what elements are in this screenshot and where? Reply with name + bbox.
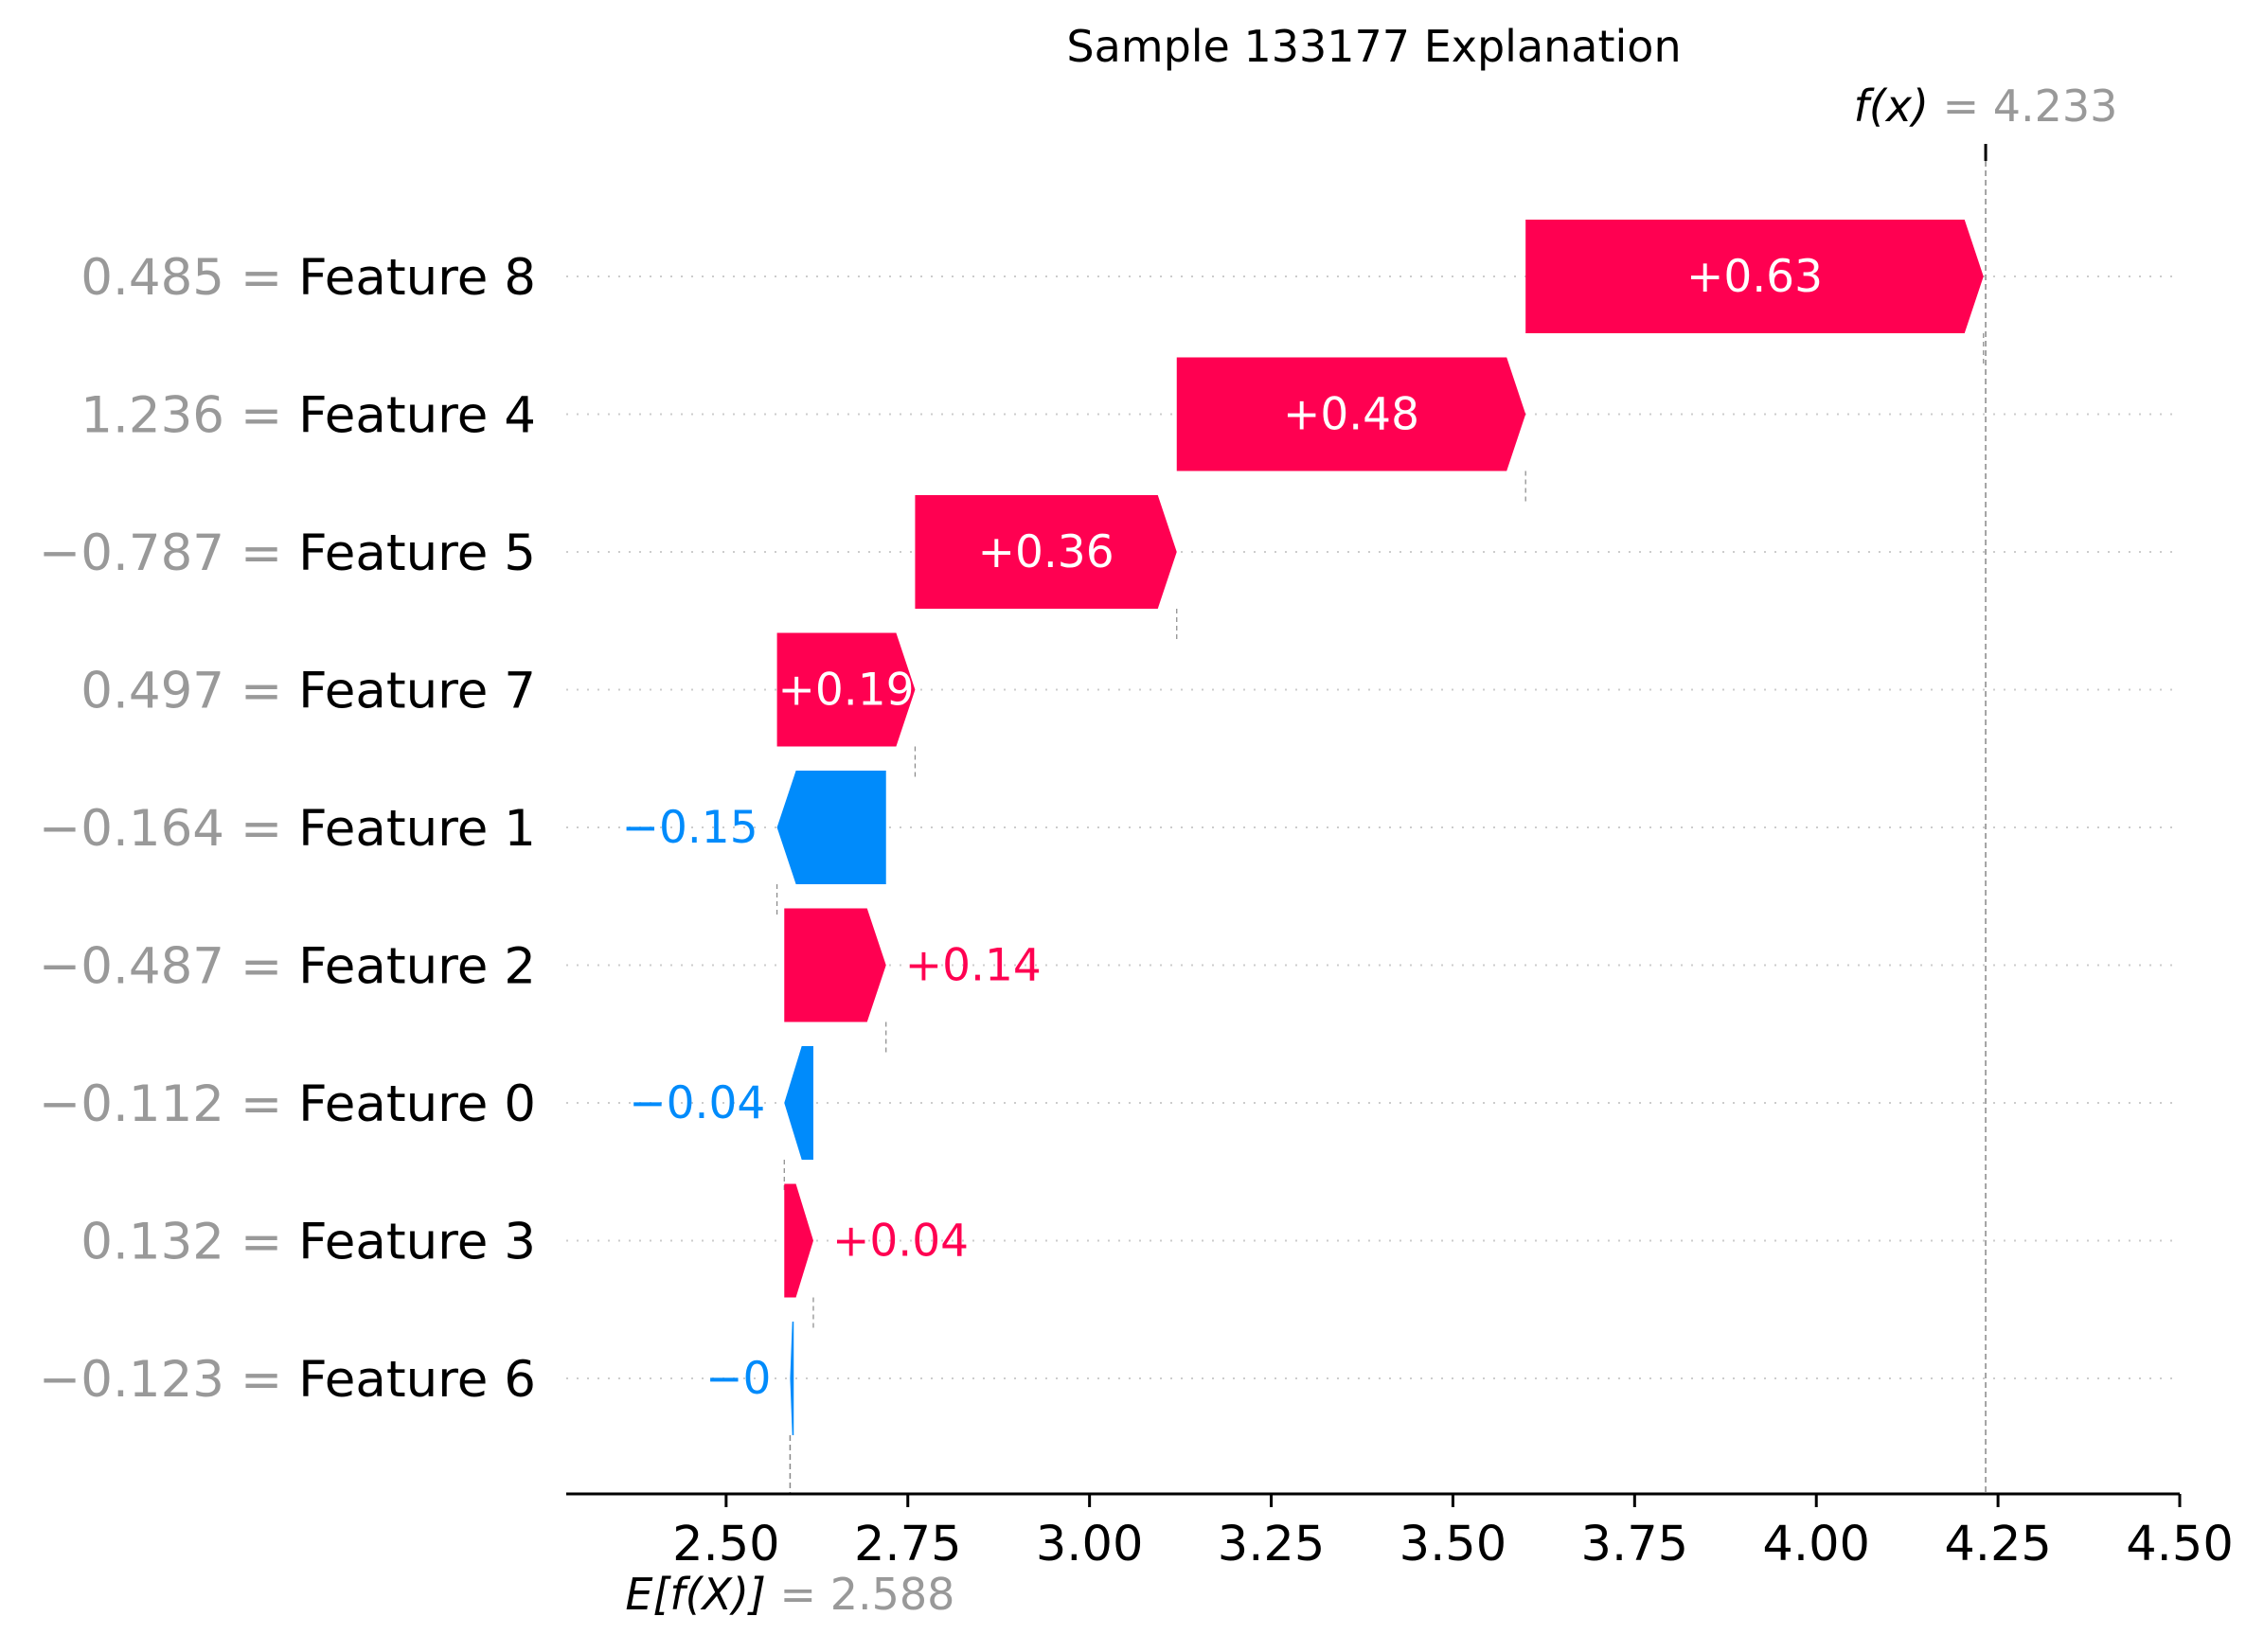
output-value: = 4.233 [1929,80,2117,132]
feature-value: −0.487 = [39,938,298,996]
feature-value: −0.112 = [39,1075,298,1133]
chart-title: Sample 133177 Explanation [1066,21,1681,72]
feature-value: −0.787 = [39,524,298,582]
x-tick-label: 4.00 [1762,1517,1870,1572]
feature-value: 0.497 = [80,663,298,720]
feature-label: 0.497 = Feature 7 [80,663,536,720]
feature-label: −0.164 = Feature 1 [39,800,536,858]
x-tick-label: 2.75 [854,1517,962,1572]
feature-name: Feature 0 [298,1075,536,1133]
x-tick-label: 3.50 [1399,1517,1507,1572]
feature-label: 1.236 = Feature 4 [80,387,536,445]
feature-label: −0.112 = Feature 0 [39,1075,536,1133]
x-tick-label: 3.00 [1036,1517,1144,1572]
feature-label: 0.132 = Feature 3 [80,1214,536,1271]
feature-value: −0.164 = [39,800,298,858]
feature-label: −0.487 = Feature 2 [39,938,536,996]
waterfall-bar [915,495,1177,609]
feature-name: Feature 6 [298,1351,536,1409]
base-expr: E[f(X)] [625,1569,766,1620]
waterfall-bar [776,632,916,747]
x-tick-label: 4.50 [2126,1517,2234,1572]
waterfall-bar [1525,220,1984,333]
feature-label: 0.485 = Feature 8 [80,249,536,307]
bar-value-label: +0.48 [1283,389,1419,441]
feature-name: Feature 7 [298,663,536,720]
bar-value-label: −0.04 [629,1077,765,1129]
x-tick-label: 4.25 [1944,1517,2052,1572]
bar-value-label: +0.04 [832,1216,969,1268]
x-tick-label: 3.75 [1581,1517,1689,1572]
feature-value: 0.485 = [80,249,298,307]
bar-value-label: +0.36 [978,526,1114,578]
output-value-annotation: f(x) = 4.233 [1854,80,2118,132]
bar-value-label: +0.63 [1686,251,1823,303]
bar-value-label: +0.19 [777,665,914,717]
feature-value: 1.236 = [80,387,298,445]
waterfall-bar [784,908,886,1022]
waterfall-bar [1176,357,1526,471]
base-value: = 2.588 [766,1569,954,1620]
waterfall-bar [776,771,886,884]
x-tick-label: 2.50 [672,1517,780,1572]
output-expr: f(x) [1854,80,1929,132]
waterfall-bar [784,1183,813,1298]
bar-value-label: −0 [705,1353,771,1405]
x-tick-label: 3.25 [1218,1517,1326,1572]
feature-name: Feature 4 [298,387,536,445]
feature-name: Feature 5 [298,524,536,582]
feature-name: Feature 2 [298,938,536,996]
waterfall-bar [784,1046,813,1160]
feature-name: Feature 8 [298,249,536,307]
bar-value-label: −0.15 [622,802,758,854]
feature-label: −0.787 = Feature 5 [39,524,536,582]
feature-value: 0.132 = [80,1214,298,1271]
feature-label: −0.123 = Feature 6 [39,1351,536,1409]
base-value-annotation: E[f(X)] = 2.588 [625,1569,954,1620]
feature-name: Feature 1 [298,800,536,858]
waterfall-bar [790,1322,794,1435]
feature-name: Feature 3 [298,1214,536,1271]
bar-value-label: +0.14 [905,940,1042,992]
feature-value: −0.123 = [39,1351,298,1409]
